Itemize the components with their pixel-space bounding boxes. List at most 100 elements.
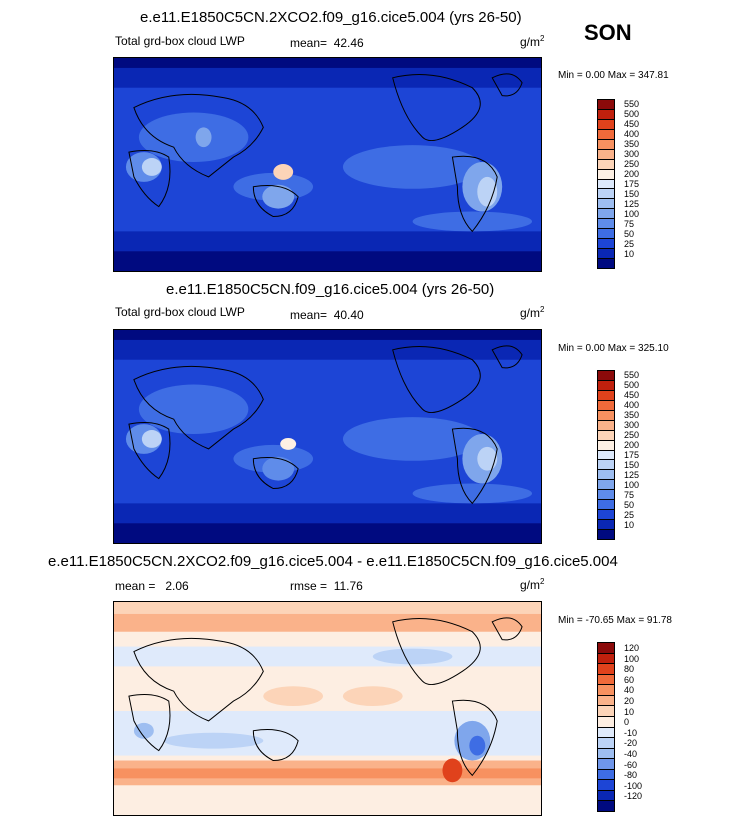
panel-3-mean: mean = 2.06 — [115, 579, 189, 593]
colorbar-tick: 125 — [624, 470, 640, 480]
colorbar-swatch — [598, 510, 614, 521]
colorbar-swatch — [598, 470, 614, 481]
colorbar-swatch — [598, 520, 614, 530]
colorbar-tick: -10 — [624, 728, 638, 738]
colorbar-swatch — [598, 430, 614, 441]
colorbar-swatch — [598, 727, 614, 739]
colorbar-swatch — [598, 229, 614, 240]
colorbar-swatch — [598, 440, 614, 451]
colorbar-tick: -120 — [624, 791, 643, 801]
colorbar-swatch — [598, 169, 614, 180]
panel-3-field — [114, 602, 541, 815]
colorbar-tick: 10 — [624, 520, 635, 530]
colorbar-tick: 400 — [624, 129, 640, 139]
colorbar-swatch — [598, 149, 614, 160]
colorbar-tick: -60 — [624, 760, 638, 770]
colorbar-tick: 80 — [624, 664, 635, 674]
colorbar-swatch — [598, 420, 614, 431]
colorbar-tick: 450 — [624, 390, 640, 400]
panel-3-map — [113, 601, 542, 816]
colorbar-tick: 0 — [624, 717, 630, 727]
colorbar-tick: 300 — [624, 149, 640, 159]
colorbar-tick: 350 — [624, 139, 640, 149]
colorbar-tick: 500 — [624, 380, 640, 390]
colorbar-tick: 75 — [624, 219, 635, 229]
colorbar-tick: 350 — [624, 410, 640, 420]
colorbar-swatch — [598, 189, 614, 200]
colorbar-swatch — [598, 653, 614, 665]
colorbar-swatch — [598, 790, 614, 802]
colorbar-swatch — [598, 643, 614, 654]
panel-3-colorbar — [597, 642, 615, 812]
colorbar-tick: 125 — [624, 199, 640, 209]
colorbar-swatch — [598, 674, 614, 686]
colorbar-tick: 250 — [624, 430, 640, 440]
colorbar-tick: 20 — [624, 696, 635, 706]
colorbar-swatch — [598, 390, 614, 401]
colorbar-swatch — [598, 738, 614, 749]
colorbar-swatch — [598, 259, 614, 268]
colorbar-tick: 250 — [624, 159, 640, 169]
colorbar-swatch — [598, 780, 614, 791]
season-label: SON — [584, 20, 632, 45]
colorbar-tick: 300 — [624, 420, 640, 430]
colorbar-tick: 500 — [624, 109, 640, 119]
panel-1-units: g/m2 — [520, 34, 545, 49]
colorbar-swatch — [598, 769, 614, 781]
panel-2-mean: mean= 40.40 — [290, 308, 364, 322]
colorbar-tick: 25 — [624, 510, 635, 520]
colorbar-swatch — [598, 209, 614, 220]
panel-3-units: g/m2 — [520, 577, 545, 592]
panel-1-map — [113, 57, 542, 272]
colorbar-tick: 10 — [624, 249, 635, 259]
colorbar-swatch — [598, 759, 614, 770]
panel-3-title: e.e11.E1850C5CN.2XCO2.f09_g16.cice5.004 … — [48, 553, 618, 570]
colorbar-swatch — [598, 410, 614, 421]
colorbar-tick: 550 — [624, 99, 640, 109]
colorbar-swatch — [598, 119, 614, 130]
colorbar-tick: 75 — [624, 490, 635, 500]
colorbar-swatch — [598, 490, 614, 501]
colorbar-swatch — [598, 129, 614, 140]
colorbar-swatch — [598, 380, 614, 391]
colorbar-tick: -20 — [624, 738, 638, 748]
colorbar-tick: 120 — [624, 643, 640, 653]
colorbar-tick: 100 — [624, 209, 640, 219]
panel-2-colorbar — [597, 370, 615, 540]
colorbar-swatch — [598, 199, 614, 210]
panel-2-variable-label: Total grd-box cloud LWP — [115, 305, 245, 319]
colorbar-swatch — [598, 139, 614, 150]
colorbar-tick: 40 — [624, 685, 635, 695]
colorbar-swatch — [598, 239, 614, 250]
colorbar-tick: -100 — [624, 781, 643, 791]
colorbar-swatch — [598, 480, 614, 491]
colorbar-tick: 100 — [624, 480, 640, 490]
colorbar-tick: 550 — [624, 370, 640, 380]
colorbar-tick: 200 — [624, 169, 640, 179]
colorbar-swatch — [598, 716, 614, 728]
colorbar-swatch — [598, 109, 614, 120]
panel-3-rmse: rmse = 11.76 — [290, 579, 363, 593]
panel-2-units: g/m2 — [520, 305, 545, 320]
colorbar-swatch — [598, 685, 614, 696]
colorbar-tick: -80 — [624, 770, 638, 780]
colorbar-tick: 175 — [624, 179, 640, 189]
panel-2-field — [114, 330, 541, 543]
colorbar-swatch — [598, 450, 614, 461]
panel-2-minmax: Min = 0.00 Max = 325.10 — [558, 343, 669, 354]
colorbar-swatch — [598, 695, 614, 707]
panel-1-colorbar — [597, 99, 615, 269]
colorbar-swatch — [598, 371, 614, 381]
colorbar-tick: -40 — [624, 749, 638, 759]
colorbar-swatch — [598, 664, 614, 675]
colorbar-tick: 175 — [624, 450, 640, 460]
colorbar-tick: 60 — [624, 675, 635, 685]
panel-3-minmax: Min = -70.65 Max = 91.78 — [558, 615, 672, 626]
colorbar-swatch — [598, 400, 614, 411]
colorbar-swatch — [598, 748, 614, 760]
colorbar-swatch — [598, 249, 614, 259]
colorbar-tick: 50 — [624, 229, 635, 239]
panel-1-minmax: Min = 0.00 Max = 347.81 — [558, 70, 669, 81]
colorbar-swatch — [598, 159, 614, 170]
colorbar-swatch — [598, 219, 614, 230]
